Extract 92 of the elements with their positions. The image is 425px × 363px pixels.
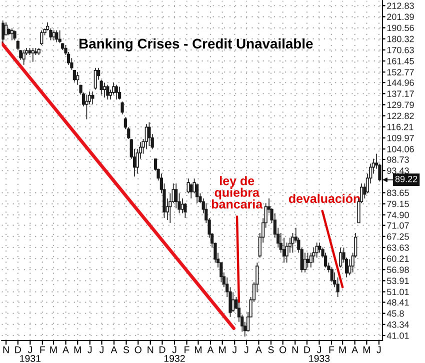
x-tick-label: J (88, 346, 92, 354)
x-tick-label: M (363, 346, 370, 354)
x-tick-label: F (40, 346, 46, 354)
candlestick (2, 20, 4, 44)
x-tick-label: A (62, 346, 69, 354)
x-tick-label: F (184, 346, 190, 354)
x-tick-label: J 1933 (309, 346, 330, 362)
candlestick (120, 101, 124, 115)
candlestick (76, 71, 80, 86)
x-tick-label: O (134, 346, 142, 354)
y-tick-label: 122.82 (387, 112, 414, 120)
x-tick-label: M (219, 346, 226, 354)
candlestick (148, 122, 151, 146)
y-tick-label: 116.21 (387, 124, 414, 130)
y-tick-label: 129.79 (387, 102, 414, 108)
x-tick-label: S (268, 346, 274, 354)
annotation: devaluación (288, 194, 360, 204)
y-tick-label: 109.97 (387, 134, 414, 142)
y-tick-label: 170.63 (387, 46, 414, 54)
y-tick-label: 161.45 (387, 58, 414, 64)
y-tick-label: 83.65 (387, 190, 409, 196)
x-tick-label: M (74, 346, 81, 354)
y-tick-label: 60.21 (387, 256, 409, 262)
candlestick (85, 94, 88, 120)
candlestick (4, 22, 8, 36)
y-tick-label: 104.06 (387, 146, 414, 152)
y-tick-label: 98.73 (387, 156, 409, 163)
candlestick (318, 242, 322, 254)
y-tick-label: 74.90 (387, 212, 409, 218)
y-tick-label: 51.01 (387, 288, 409, 296)
candlestick (55, 30, 58, 43)
x-tick-label: N (148, 346, 154, 354)
x-tick-label: N (3, 346, 9, 354)
x-tick-label: F (329, 346, 334, 354)
x-tick-label: A (110, 346, 118, 354)
candlestick (22, 50, 26, 66)
x-tick-label: D (15, 346, 21, 354)
y-tick-label: 67.25 (387, 233, 409, 240)
x-tick-label: D (304, 346, 310, 354)
y-tick-label: 71.07 (387, 222, 409, 229)
candlestick (31, 48, 35, 62)
y-tick-label: 137.17 (387, 90, 414, 97)
x-tick-label: J (376, 346, 381, 354)
y-tick-label: 201.39 (387, 14, 414, 20)
y-tick-label: 53.91 (387, 278, 409, 284)
x-tick-label: M (50, 346, 57, 354)
y-tick-label: 190.56 (387, 24, 414, 32)
candlestick (174, 183, 178, 209)
candlestick (306, 252, 310, 268)
y-tick-label: 45.8 (386, 310, 404, 317)
candlestick (100, 79, 103, 96)
y-tick-label: 79.15 (387, 200, 409, 208)
annotation: 89.22 (395, 176, 418, 182)
text: Banking Crises - Credit Unavailable (80, 38, 313, 52)
candlestick (339, 247, 342, 268)
x-tick-label: S (123, 346, 130, 354)
y-tick-label: 41.01 (386, 332, 409, 339)
y-tick-label: 43.34 (386, 321, 409, 328)
candlestick (184, 202, 187, 218)
candlestick (102, 82, 106, 98)
candlestick (285, 242, 288, 264)
candlestick (40, 30, 44, 46)
x-tick-label: D (160, 346, 166, 354)
candlestick (112, 82, 116, 96)
candlestick (94, 67, 97, 90)
x-tick-label: A (352, 346, 358, 354)
annotation: ley de quiebra bancaria (212, 176, 263, 209)
x-tick-label: N (292, 346, 298, 354)
candlestick (118, 86, 122, 100)
y-tick-label: 152.77 (387, 69, 414, 76)
x-tick-label: M (194, 346, 202, 354)
x-tick-label: J 1932 (164, 346, 185, 362)
candlestick (231, 292, 235, 312)
y-tick-label: 63.63 (387, 244, 409, 251)
x-tick-label: J 1931 (20, 346, 41, 362)
y-tick-label: 48.41 (386, 299, 409, 306)
x-tick-label: J (232, 346, 236, 354)
y-tick-label: 56.98 (387, 266, 409, 273)
x-tick-label: J (244, 346, 248, 354)
x-tick-label: O (280, 346, 286, 354)
y-tick-label: 180.32 (387, 36, 414, 42)
x-tick-label: A (256, 346, 262, 354)
candlestick (114, 84, 118, 100)
candlestick (91, 91, 94, 105)
candlestick (13, 30, 16, 41)
candlestick (106, 84, 110, 100)
y-tick-label: 212.83 (387, 2, 414, 9)
x-tick-label: A (207, 346, 214, 354)
x-tick-label: M (339, 346, 346, 354)
candlestick (303, 252, 307, 273)
y-tick-label: 144.96 (387, 80, 414, 86)
x-tick-label: J (99, 346, 104, 354)
